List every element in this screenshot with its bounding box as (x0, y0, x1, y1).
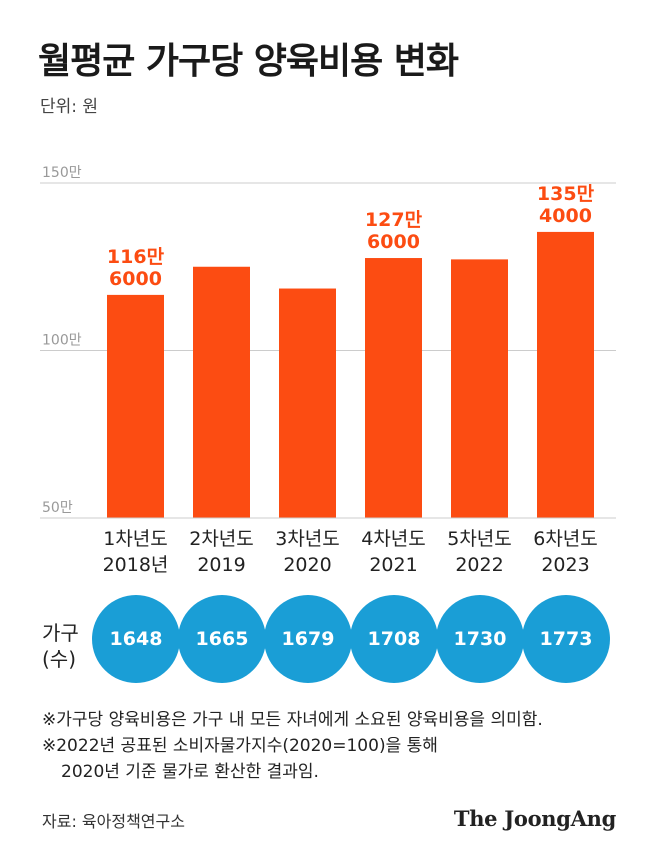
bar-value-label: 135만 (537, 183, 595, 205)
chart-title: 월평균 가구당 양육비용 변화 (38, 41, 459, 82)
bar (193, 266, 250, 518)
brand-logo: The JoongAng (453, 806, 616, 831)
household-label: 가구 (수) (42, 620, 79, 672)
bar (365, 258, 422, 518)
bar (537, 231, 594, 518)
bar-chart: 150만100만50만116만60001차년도2018년2차년도20193차년도… (40, 165, 616, 576)
footnote: ※가구당 양육비용은 가구 내 모든 자녀에게 소요된 양육비용을 의미함. (42, 710, 543, 730)
bar-value-label: 127만 (365, 209, 423, 231)
source-note: 자료: 육아정책연구소 (42, 812, 185, 831)
household-circle: 1773 (522, 595, 610, 683)
footnote: 2020년 기준 물가로 환산한 결과임. (61, 762, 319, 782)
x-tick-label: 2018년 (103, 554, 169, 576)
household-circle: 1708 (350, 595, 438, 683)
household-label-line1: 가구 (42, 621, 79, 645)
bar-value-label: 116만 (107, 246, 165, 268)
footnotes: ※가구당 양육비용은 가구 내 모든 자녀에게 소요된 양육비용을 의미함. ※… (42, 707, 543, 785)
household-circle: 1648 (92, 595, 180, 683)
x-tick-label: 1차년도 (103, 528, 168, 550)
y-tick-label: 150만 (42, 165, 82, 181)
household-circle: 1679 (264, 595, 352, 683)
bar (451, 259, 508, 518)
x-tick-label: 4차년도 (361, 528, 426, 550)
bar (279, 288, 336, 518)
household-circle: 1730 (436, 595, 524, 683)
household-circles: 1648 1665 1679 1708 1730 1773 (92, 595, 610, 683)
x-tick-label: 2019 (197, 554, 245, 576)
footnote: ※2022년 공표된 소비자물가지수(2020=100)을 통해 (42, 736, 438, 756)
bar-value-label: 4000 (539, 205, 592, 227)
x-tick-label: 2차년도 (189, 528, 254, 550)
x-tick-label: 2021 (369, 554, 417, 576)
x-tick-label: 3차년도 (275, 528, 340, 550)
y-tick-label: 100만 (42, 333, 82, 349)
unit-label: 단위: 원 (40, 97, 99, 117)
x-tick-label: 2023 (541, 554, 589, 576)
x-tick-label: 6차년도 (533, 528, 598, 550)
x-tick-label: 2020 (283, 554, 331, 576)
bar (107, 294, 164, 518)
household-label-line2: (수) (42, 647, 77, 671)
bar-value-label: 6000 (367, 231, 420, 253)
bar-value-label: 6000 (109, 268, 162, 290)
y-tick-label: 50만 (42, 500, 73, 516)
x-tick-label: 5차년도 (447, 528, 512, 550)
household-circle: 1665 (178, 595, 266, 683)
x-tick-label: 2022 (455, 554, 503, 576)
